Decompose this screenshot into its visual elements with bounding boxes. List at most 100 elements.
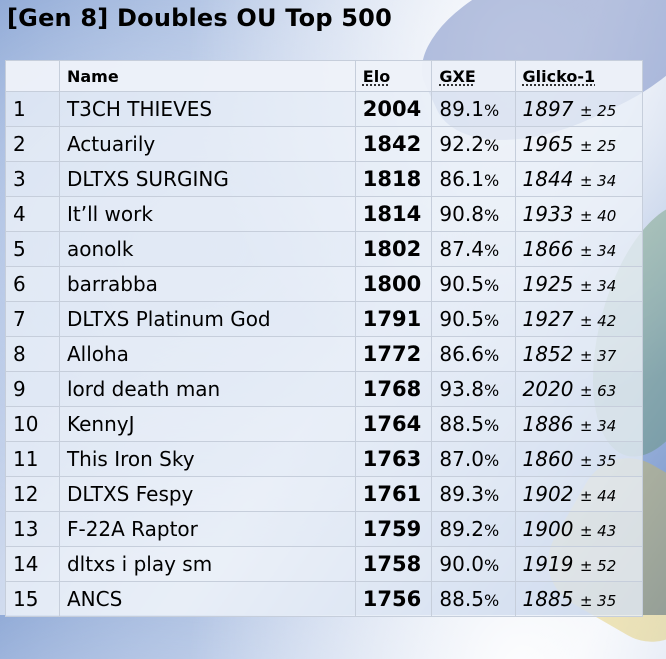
player-name-cell[interactable]: dltxs i play sm [58, 546, 356, 582]
player-name-cell[interactable]: T3CH THIEVES [58, 91, 356, 127]
rank-cell: 14 [5, 546, 60, 582]
glicko-cell: 1844 ± 34 [514, 161, 644, 197]
page-title: [Gen 8] Doubles OU Top 500 [7, 4, 392, 32]
elo-cell: 1758 [354, 546, 433, 582]
gxe-unit: % [483, 591, 500, 610]
gxe-cell: 90.5% [431, 301, 516, 337]
gxe-cell: 87.4% [431, 231, 516, 267]
table-row[interactable]: 13 F-22A Raptor 1759 89.2% 1900 ± 43 [5, 511, 644, 547]
gxe-cell: 89.1% [431, 91, 516, 127]
player-name-cell[interactable]: DLTXS Fespy [58, 476, 356, 512]
rank-cell: 1 [5, 91, 60, 127]
glicko-deviation: ± 42 [579, 312, 617, 330]
player-name-cell[interactable]: DLTXS Platinum God [58, 301, 356, 337]
gxe-unit: % [483, 311, 500, 330]
sort-by-glicko-link[interactable]: Glicko-1 [522, 66, 596, 86]
table-row[interactable]: 8 Alloha 1772 86.6% 1852 ± 37 [5, 336, 644, 372]
glicko-rating: 1902 [522, 482, 574, 506]
rank-cell: 10 [5, 406, 60, 442]
rank-cell: 5 [5, 231, 60, 267]
player-name-cell[interactable]: barrabba [58, 266, 356, 302]
elo-cell: 1842 [354, 126, 433, 162]
glicko-cell: 1900 ± 43 [514, 511, 644, 547]
table-header-row: Name Elo GXE Glicko-1 [5, 60, 644, 92]
rank-cell: 7 [5, 301, 60, 337]
table-row[interactable]: 6 barrabba 1800 90.5% 1925 ± 34 [5, 266, 644, 302]
elo-cell: 1791 [354, 301, 433, 337]
table-row[interactable]: 3 DLTXS SURGING 1818 86.1% 1844 ± 34 [5, 161, 644, 197]
player-name-cell[interactable]: F-22A Raptor [58, 511, 356, 547]
glicko-rating: 1933 [522, 202, 574, 226]
glicko-cell: 1965 ± 25 [514, 126, 644, 162]
table-row[interactable]: 15 ANCS 1756 88.5% 1885 ± 35 [5, 581, 644, 617]
table-row[interactable]: 12 DLTXS Fespy 1761 89.3% 1902 ± 44 [5, 476, 644, 512]
gxe-value: 92.2 [439, 132, 484, 156]
gxe-unit: % [483, 521, 500, 540]
player-name-cell[interactable]: Alloha [58, 336, 356, 372]
gxe-cell: 93.8% [431, 371, 516, 407]
gxe-unit: % [483, 556, 500, 575]
table-row[interactable]: 11 This Iron Sky 1763 87.0% 1860 ± 35 [5, 441, 644, 477]
glicko-deviation: ± 35 [579, 592, 617, 610]
elo-cell: 1814 [354, 196, 433, 232]
gxe-cell: 88.5% [431, 581, 516, 617]
glicko-deviation: ± 40 [579, 207, 617, 225]
glicko-rating: 1925 [522, 272, 574, 296]
column-header-elo[interactable]: Elo [354, 60, 433, 92]
glicko-deviation: ± 63 [579, 382, 617, 400]
table-row[interactable]: 5 aonolk 1802 87.4% 1866 ± 34 [5, 231, 644, 267]
player-name-cell[interactable]: lord death man [58, 371, 356, 407]
player-name-cell[interactable]: aonolk [58, 231, 356, 267]
player-name-cell[interactable]: KennyJ [58, 406, 356, 442]
player-name-cell[interactable]: ANCS [58, 581, 356, 617]
table-row[interactable]: 14 dltxs i play sm 1758 90.0% 1919 ± 52 [5, 546, 644, 582]
gxe-unit: % [483, 416, 500, 435]
player-name-cell[interactable]: It’ll work [58, 196, 356, 232]
gxe-cell: 90.5% [431, 266, 516, 302]
glicko-deviation: ± 25 [579, 137, 617, 155]
rank-cell: 2 [5, 126, 60, 162]
table-row[interactable]: 1 T3CH THIEVES 2004 89.1% 1897 ± 25 [5, 91, 644, 127]
gxe-unit: % [483, 171, 500, 190]
column-header-glicko[interactable]: Glicko-1 [514, 60, 644, 92]
elo-cell: 1763 [354, 441, 433, 477]
gxe-unit: % [483, 206, 500, 225]
rank-cell: 11 [5, 441, 60, 477]
gxe-unit: % [483, 101, 500, 120]
table-row[interactable]: 4 It’ll work 1814 90.8% 1933 ± 40 [5, 196, 644, 232]
glicko-cell: 2020 ± 63 [514, 371, 644, 407]
elo-cell: 1802 [354, 231, 433, 267]
column-header-gxe[interactable]: GXE [431, 60, 516, 92]
glicko-rating: 1927 [522, 307, 574, 331]
sort-by-gxe-link[interactable]: GXE [439, 66, 476, 86]
gxe-unit: % [483, 136, 500, 155]
table-row[interactable]: 9 lord death man 1768 93.8% 2020 ± 63 [5, 371, 644, 407]
table-row[interactable]: 7 DLTXS Platinum God 1791 90.5% 1927 ± 42 [5, 301, 644, 337]
glicko-deviation: ± 25 [579, 102, 617, 120]
gxe-value: 88.5 [439, 587, 484, 611]
glicko-deviation: ± 44 [579, 487, 617, 505]
glicko-deviation: ± 37 [579, 347, 617, 365]
gxe-cell: 90.8% [431, 196, 516, 232]
glicko-cell: 1860 ± 35 [514, 441, 644, 477]
gxe-cell: 88.5% [431, 406, 516, 442]
gxe-value: 87.4 [439, 237, 484, 261]
glicko-cell: 1885 ± 35 [514, 581, 644, 617]
glicko-rating: 1885 [522, 587, 574, 611]
gxe-cell: 86.6% [431, 336, 516, 372]
table-row[interactable]: 10 KennyJ 1764 88.5% 1886 ± 34 [5, 406, 644, 442]
gxe-unit: % [483, 241, 500, 260]
player-name-cell[interactable]: This Iron Sky [58, 441, 356, 477]
rank-cell: 15 [5, 581, 60, 617]
column-header-rank [5, 60, 60, 92]
gxe-cell: 89.2% [431, 511, 516, 547]
gxe-cell: 90.0% [431, 546, 516, 582]
elo-cell: 1800 [354, 266, 433, 302]
sort-by-elo-link[interactable]: Elo [362, 66, 391, 86]
player-name-cell[interactable]: Actuarily [58, 126, 356, 162]
gxe-value: 88.5 [439, 412, 484, 436]
rank-cell: 12 [5, 476, 60, 512]
table-row[interactable]: 2 Actuarily 1842 92.2% 1965 ± 25 [5, 126, 644, 162]
player-name-cell[interactable]: DLTXS SURGING [58, 161, 356, 197]
glicko-cell: 1852 ± 37 [514, 336, 644, 372]
